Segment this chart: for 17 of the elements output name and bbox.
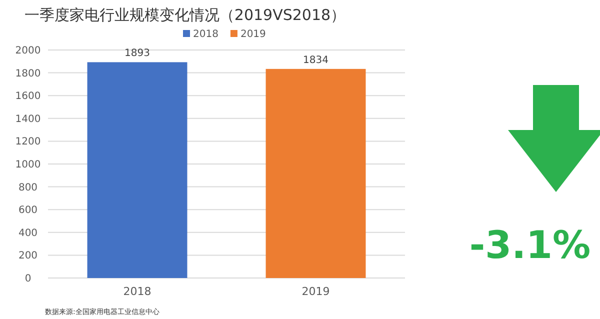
y-tick-label: 1400 xyxy=(15,114,41,125)
y-tick-label: 1600 xyxy=(15,91,41,102)
data-label: 1893 xyxy=(124,48,150,60)
chart-title: 一季度家电行业规模变化情况（2019VS2018） xyxy=(24,6,346,24)
y-tick-label: 1000 xyxy=(15,160,41,170)
legend-label: 2018 xyxy=(193,29,218,40)
text: -3.1% xyxy=(469,223,591,267)
legend-label: 2019 xyxy=(240,29,266,40)
y-tick-label: 200 xyxy=(18,250,38,262)
y-tick-label: 600 xyxy=(18,205,38,216)
data-label: 1834 xyxy=(303,54,328,66)
y-tick-label: 400 xyxy=(18,228,38,239)
y-tick-label: 0 xyxy=(24,274,32,284)
y-tick-label: 800 xyxy=(18,182,38,194)
y-tick-label: 1800 xyxy=(15,68,41,80)
y-tick-label: 1200 xyxy=(15,136,41,148)
y-tick-label: 2000 xyxy=(15,46,41,56)
